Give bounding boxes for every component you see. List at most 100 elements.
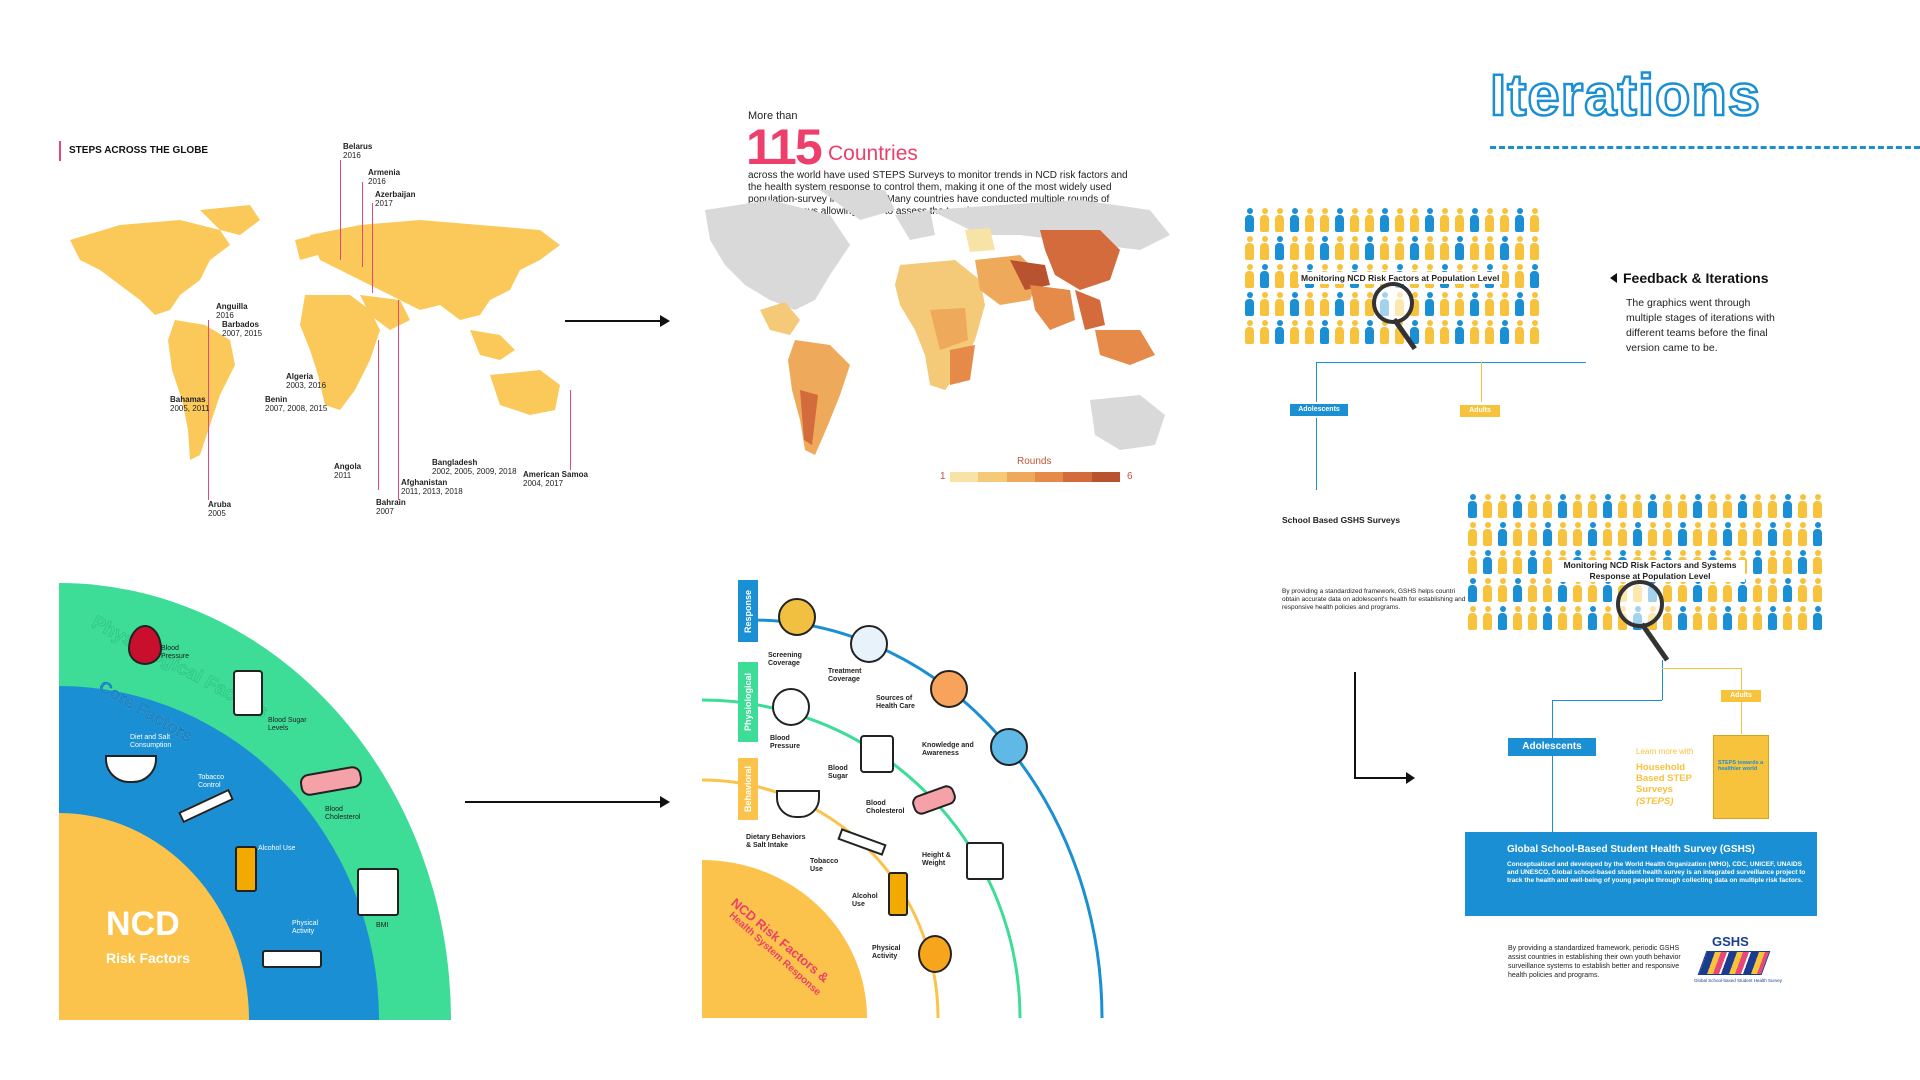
people-row	[1242, 292, 1542, 316]
person-icon	[1469, 320, 1480, 344]
runner-icon	[918, 935, 952, 973]
person-icon	[1692, 522, 1703, 546]
map1-label: Azerbaijan 2017	[375, 190, 416, 208]
map1-pin	[372, 203, 373, 293]
legend-swatch	[1091, 472, 1120, 482]
person-icon	[1617, 494, 1628, 518]
map1-label: Angola 2011	[334, 462, 362, 480]
person-icon	[1632, 522, 1643, 546]
person-icon	[1782, 522, 1793, 546]
person-icon	[1527, 550, 1538, 574]
person-icon	[1304, 236, 1315, 260]
person-icon	[1349, 292, 1360, 316]
people-row	[1465, 494, 1825, 518]
gshs2-branch-line-h	[1552, 700, 1662, 701]
person-icon	[1797, 522, 1808, 546]
blood-drop-icon	[128, 625, 162, 665]
people-row	[1465, 522, 1825, 546]
person-icon	[1319, 208, 1330, 232]
person-icon	[1304, 292, 1315, 316]
ncd2-sugar-label: Blood Sugar	[828, 765, 848, 780]
map1-label: Bangladesh 2002, 2005, 2009, 2018	[432, 458, 517, 476]
person-icon	[1454, 208, 1465, 232]
person-icon	[1349, 320, 1360, 344]
person-icon	[1737, 606, 1748, 630]
person-icon	[1767, 522, 1778, 546]
person-icon	[1482, 578, 1493, 602]
person-icon	[1542, 606, 1553, 630]
map1-label: Barbados 2007, 2015	[222, 320, 263, 338]
person-icon	[1752, 606, 1763, 630]
caret-left-icon	[1610, 273, 1617, 283]
person-icon	[1499, 264, 1510, 288]
ncd2-tobacco-label: Tobacco Use	[810, 858, 839, 873]
ncd2-height-label: Height & Weight	[922, 852, 951, 867]
person-icon	[1752, 494, 1763, 518]
person-icon	[1244, 236, 1255, 260]
person-icon	[1797, 606, 1808, 630]
person-icon	[1527, 578, 1538, 602]
arrow-right-icon	[565, 320, 665, 322]
person-icon	[1334, 208, 1345, 232]
map1-pin	[378, 340, 379, 490]
person-icon	[1439, 292, 1450, 316]
person-icon	[1587, 606, 1598, 630]
title-underline	[1490, 146, 1920, 149]
person-icon	[1797, 578, 1808, 602]
gshs2-branch-line-v3	[1552, 756, 1553, 836]
ncd1-chol-label: Blood Cholesterol	[325, 806, 361, 821]
person-icon	[1467, 550, 1478, 574]
person-icon	[1677, 494, 1688, 518]
person-icon	[1482, 494, 1493, 518]
person-icon	[1467, 578, 1478, 602]
person-icon	[1514, 208, 1525, 232]
ncd2-bp-label: Blood Pressure	[770, 735, 800, 750]
ncd2-chol-label: Blood Cholesterol	[866, 800, 905, 815]
person-icon	[1692, 606, 1703, 630]
people-row	[1242, 320, 1542, 344]
gshs2-household[interactable]: Household Based STEP Surveys	[1636, 762, 1692, 795]
person-icon	[1797, 550, 1808, 574]
map1-pin	[208, 320, 209, 500]
person-icon	[1677, 606, 1688, 630]
person-icon	[1529, 208, 1540, 232]
map1-label: Bahrain 2007	[376, 498, 406, 516]
person-icon	[1662, 606, 1673, 630]
person-icon	[1542, 522, 1553, 546]
map1-label: Afghanistan 2011, 2013, 2018	[401, 478, 463, 496]
person-icon	[1782, 606, 1793, 630]
person-icon	[1424, 236, 1435, 260]
person-icon	[1527, 522, 1538, 546]
person-icon	[1812, 522, 1823, 546]
person-icon	[1319, 292, 1330, 316]
person-icon	[1632, 494, 1643, 518]
person-icon	[1542, 578, 1553, 602]
gshs1-monitoring-label: Monitoring NCD Risk Factors at Populatio…	[1298, 272, 1503, 284]
ncd1-diet-label: Diet and Salt Consumption	[130, 734, 172, 749]
person-icon	[1454, 236, 1465, 260]
person-icon	[1274, 208, 1285, 232]
person-icon	[1542, 550, 1553, 574]
ncd2-sources-label: Sources of Health Care	[876, 695, 915, 710]
person-icon	[1514, 320, 1525, 344]
person-icon	[1424, 208, 1435, 232]
person-icon	[1529, 320, 1540, 344]
map2-legend-max: 6	[1127, 471, 1133, 482]
person-icon	[1767, 494, 1778, 518]
ncd2-screening-label: Screening Coverage	[768, 652, 802, 667]
person-icon	[1409, 320, 1420, 344]
person-icon	[1349, 208, 1360, 232]
map1-label: Bahamas 2005, 2011	[170, 395, 210, 413]
map2-countries: Countries	[828, 142, 918, 165]
person-icon	[1692, 494, 1703, 518]
hospital-icon	[930, 670, 968, 708]
person-icon	[1497, 606, 1508, 630]
arrow-elbow-v	[1354, 672, 1356, 778]
gshs1-branch-line	[1316, 362, 1586, 363]
person-icon	[1512, 522, 1523, 546]
pills-icon	[850, 625, 888, 663]
ncd2-alcohol-label: Alcohol Use	[852, 893, 878, 908]
people-row	[1242, 208, 1542, 232]
person-icon	[1467, 522, 1478, 546]
person-icon	[1767, 578, 1778, 602]
